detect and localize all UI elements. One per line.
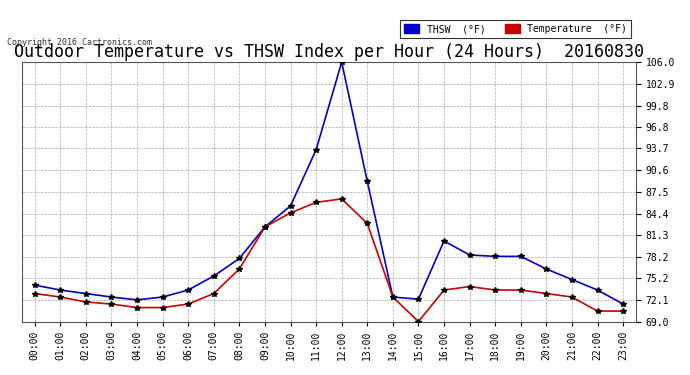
Title: Outdoor Temperature vs THSW Index per Hour (24 Hours)  20160830: Outdoor Temperature vs THSW Index per Ho… [14, 42, 644, 60]
Legend: THSW  (°F), Temperature  (°F): THSW (°F), Temperature (°F) [400, 20, 631, 38]
Text: Copyright 2016 Cartronics.com: Copyright 2016 Cartronics.com [7, 38, 152, 47]
